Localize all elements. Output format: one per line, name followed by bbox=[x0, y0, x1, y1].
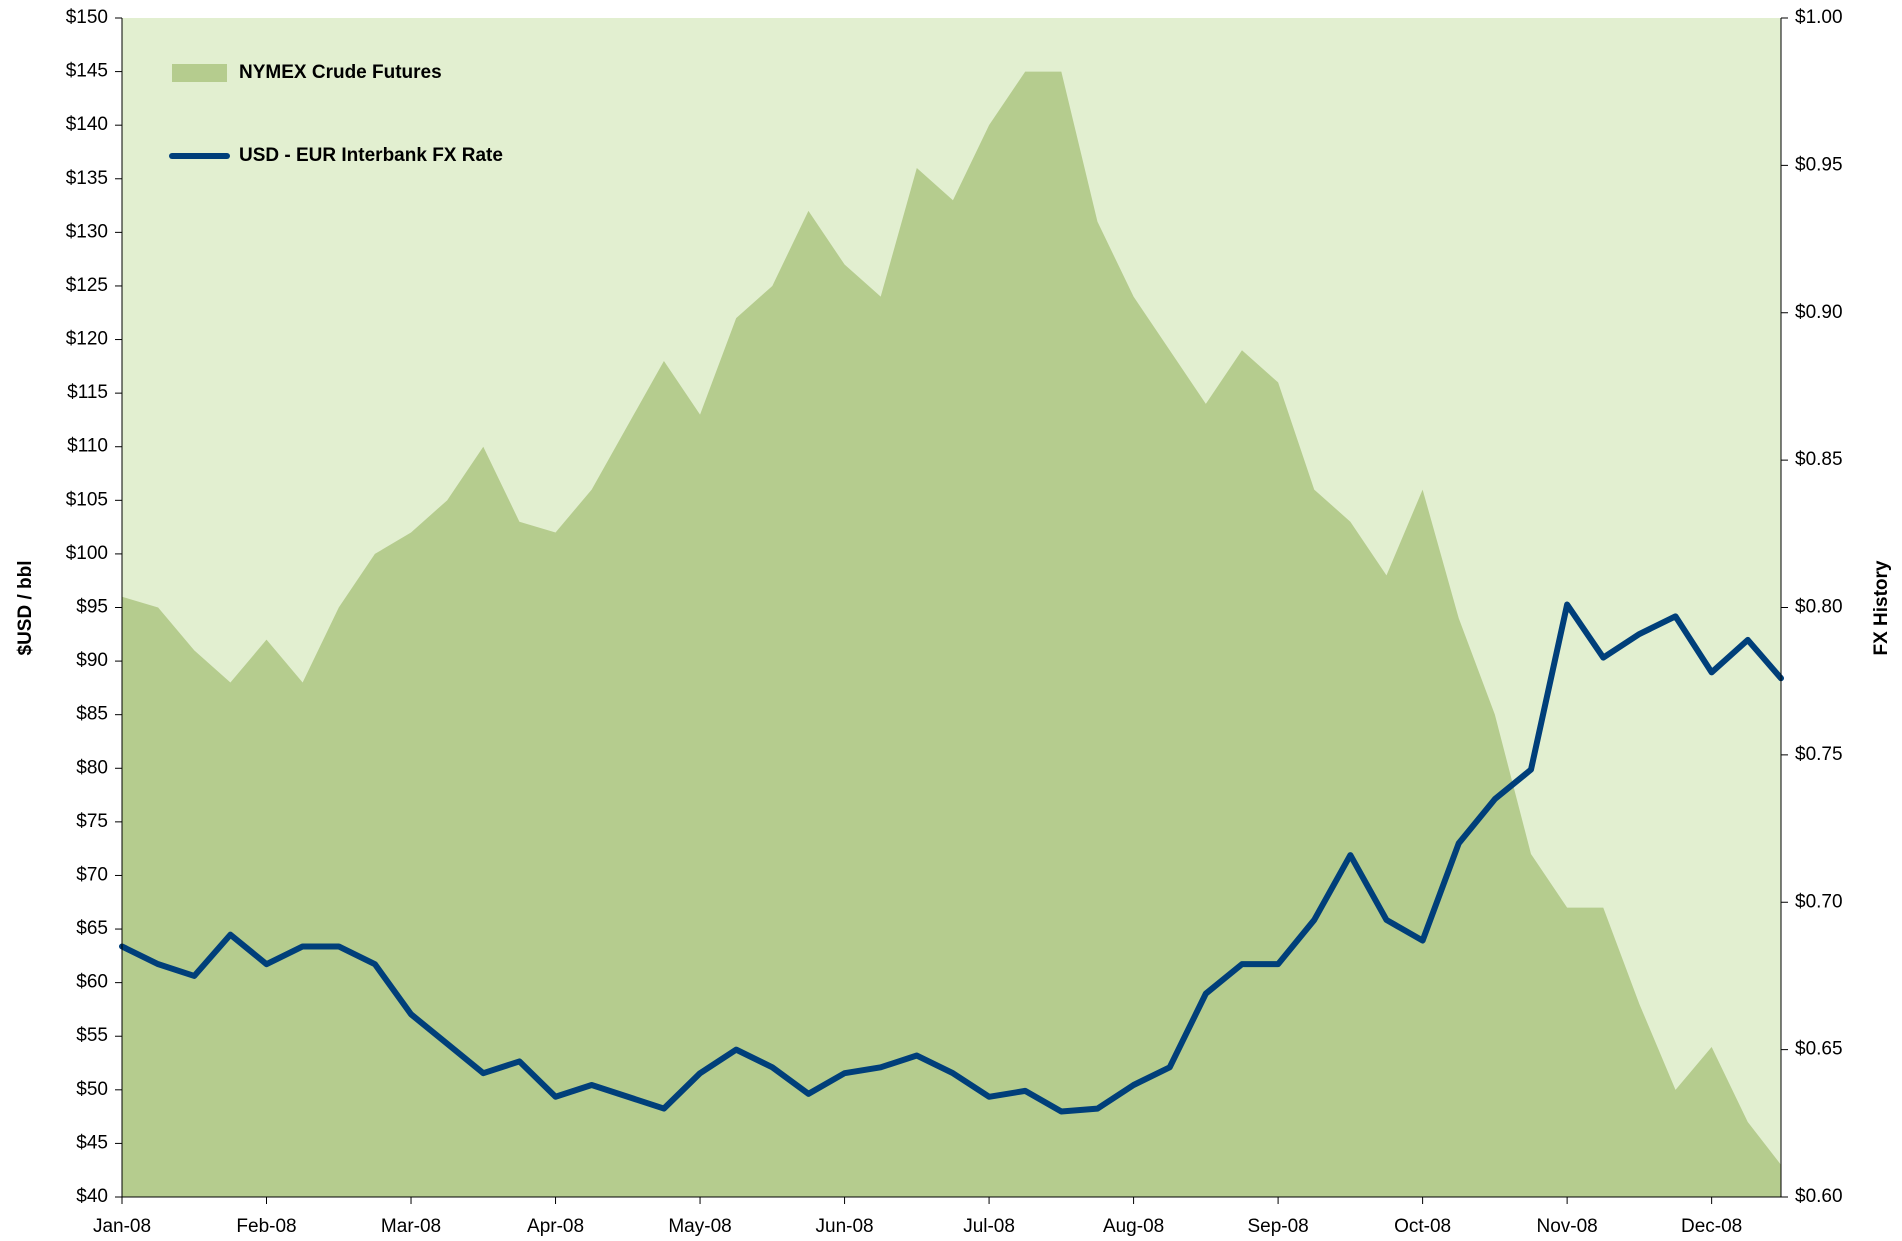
legend-label: USD - EUR Interbank FX Rate bbox=[239, 145, 503, 166]
y-tick-label: $145 bbox=[66, 61, 108, 82]
y-tick-label: $105 bbox=[66, 489, 108, 510]
y-tick-label: $45 bbox=[76, 1132, 108, 1153]
y-tick-label: $140 bbox=[66, 114, 108, 135]
x-tick-label: Aug-08 bbox=[1103, 1216, 1164, 1236]
y-tick-label: $150 bbox=[66, 7, 108, 28]
x-tick-label: Dec-08 bbox=[1681, 1216, 1742, 1236]
x-tick-label: Jul-08 bbox=[963, 1216, 1015, 1236]
y-axis-title: $USD / bbl bbox=[15, 560, 36, 655]
y-tick-label: $100 bbox=[66, 543, 108, 564]
y2-tick-label: $0.95 bbox=[1795, 154, 1843, 175]
x-tick-label: Oct-08 bbox=[1394, 1216, 1451, 1236]
y-tick-label: $55 bbox=[76, 1025, 108, 1046]
y-tick-label: $125 bbox=[66, 275, 108, 296]
y-tick-label: $110 bbox=[67, 436, 108, 457]
x-tick-label: Mar-08 bbox=[381, 1216, 441, 1236]
y-tick-label: $90 bbox=[76, 650, 108, 671]
y2-tick-label: $0.70 bbox=[1795, 891, 1843, 912]
area bbox=[122, 71, 1781, 1197]
y2-tick-label: $0.80 bbox=[1795, 597, 1843, 618]
y-tick-label: $95 bbox=[76, 597, 108, 618]
y-tick-label: $120 bbox=[66, 329, 108, 350]
legend-swatch bbox=[172, 64, 227, 82]
y-tick-label: $75 bbox=[76, 811, 108, 832]
y-tick-label: $60 bbox=[76, 972, 108, 993]
x-tick-label: Feb-08 bbox=[236, 1216, 296, 1236]
y2-tick-label: $0.90 bbox=[1795, 302, 1843, 323]
x-tick-label: May-08 bbox=[668, 1216, 731, 1236]
y2-tick-label: $1.00 bbox=[1795, 7, 1843, 28]
y-tick-label: $70 bbox=[76, 864, 108, 885]
y-tick-label: $130 bbox=[66, 221, 108, 242]
y-tick-label: $50 bbox=[76, 1079, 108, 1100]
line bbox=[119, 601, 1784, 1115]
y-tick-label: $65 bbox=[76, 918, 108, 939]
x-tick-label: Jan-08 bbox=[93, 1216, 151, 1236]
y2-tick-label: $0.85 bbox=[1795, 449, 1843, 470]
y2-tick-label: $0.60 bbox=[1795, 1186, 1843, 1207]
x-tick-label: Nov-08 bbox=[1536, 1216, 1597, 1236]
y2-tick-label: $0.75 bbox=[1795, 744, 1843, 765]
y-tick-label: $85 bbox=[76, 704, 108, 725]
x-tick-label: Jun-08 bbox=[816, 1216, 874, 1236]
y-tick-label: $135 bbox=[66, 168, 108, 189]
y-tick-label: $40 bbox=[76, 1186, 108, 1207]
y-tick-label: $80 bbox=[76, 757, 108, 778]
y2-axis-title: FX History bbox=[1871, 560, 1892, 655]
x-tick-label: Sep-08 bbox=[1247, 1216, 1308, 1236]
y-tick-label: $115 bbox=[67, 382, 108, 403]
x-tick-label: Apr-08 bbox=[527, 1216, 584, 1236]
legend-label: NYMEX Crude Futures bbox=[239, 62, 442, 83]
y2-tick-label: $0.65 bbox=[1795, 1039, 1843, 1060]
